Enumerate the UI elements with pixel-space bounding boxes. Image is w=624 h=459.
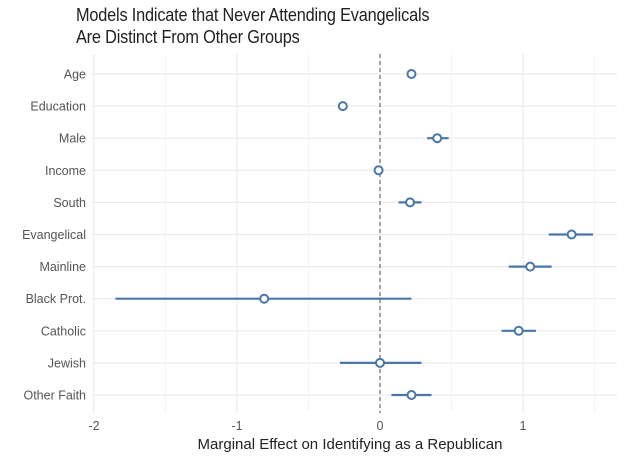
point-estimate: [406, 390, 417, 400]
point-estimate: [406, 69, 417, 79]
point-estimate: [375, 357, 385, 368]
point-estimate: [259, 293, 270, 304]
x-axis-tick-labels: -2 -1 0 1: [88, 419, 526, 433]
y-tick-label: Evangelical: [22, 228, 86, 242]
x-axis-label: Marginal Effect on Identifying as a Repu…: [198, 436, 503, 453]
point-estimate: [432, 133, 443, 144]
y-tick-label: Other Faith: [23, 389, 86, 403]
chart-title-line-1: Models Indicate that Never Attending Eva…: [76, 4, 430, 25]
y-tick-label: Male: [59, 132, 86, 146]
y-tick-label: Catholic: [41, 324, 86, 338]
y-tick-label: Jewish: [48, 356, 86, 370]
y-tick-label: Education: [30, 100, 86, 114]
estimates: [115, 69, 594, 400]
y-tick-label: Mainline: [39, 260, 86, 274]
y-tick-label: Age: [64, 68, 86, 82]
grid: [92, 54, 617, 413]
chart-title-line-2: Are Distinct From Other Groups: [76, 26, 300, 47]
x-tick-label: 0: [377, 419, 384, 433]
y-axis-labels: Age Education Male Income South Evangelical Ma…: [22, 68, 86, 403]
chart-title: Models Indicate that Never Attending Eva…: [76, 4, 430, 48]
y-tick-label: Income: [45, 164, 86, 178]
point-estimate: [566, 229, 577, 240]
point-estimate: [337, 101, 348, 112]
point-estimate: [525, 261, 536, 272]
x-tick-label: -1: [231, 419, 242, 433]
point-estimate: [513, 325, 524, 336]
x-tick-label: -2: [88, 419, 99, 433]
y-tick-label: Black Prot.: [26, 292, 86, 306]
point-estimate: [405, 197, 416, 208]
x-tick-label: 1: [520, 419, 527, 433]
y-tick-label: South: [53, 196, 86, 210]
point-estimate: [373, 165, 384, 176]
